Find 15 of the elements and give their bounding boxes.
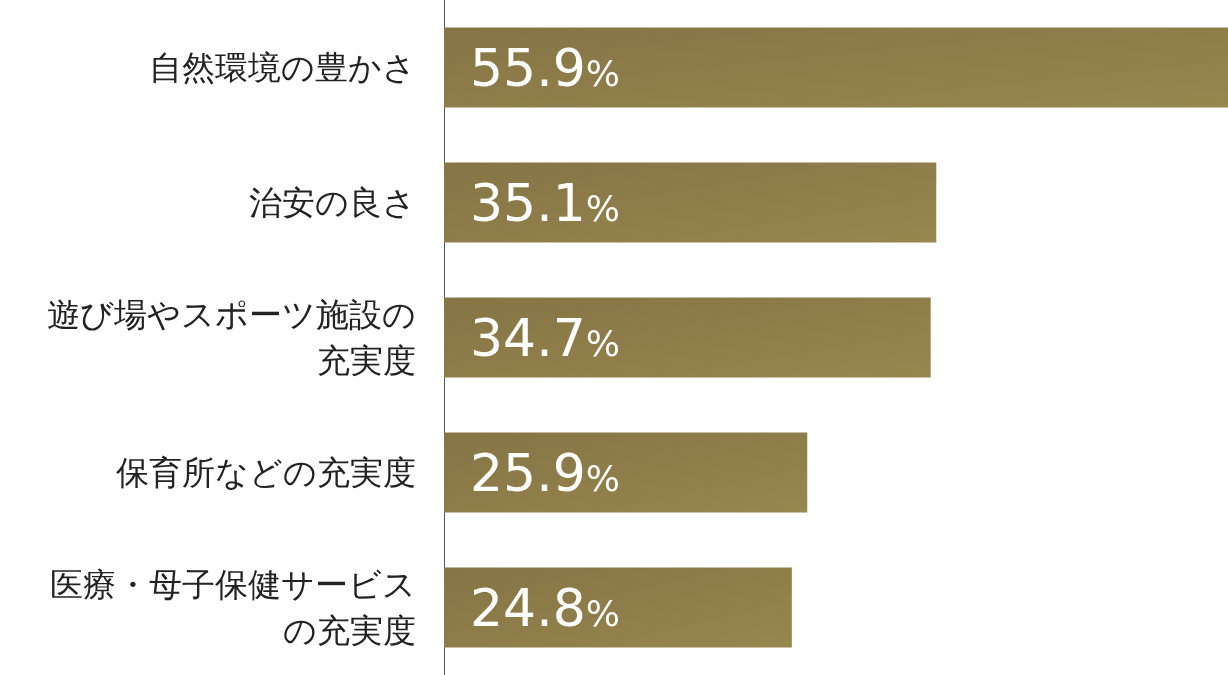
bar xyxy=(444,297,931,378)
y-tick-label: 保育所などの充実度 xyxy=(116,453,416,492)
bar xyxy=(444,162,937,243)
y-tick-label: 遊び場やスポーツ施設の充実度 xyxy=(47,295,416,380)
data-label: 24.8% xyxy=(470,577,620,638)
bar xyxy=(444,27,1228,108)
data-label: 25.9% xyxy=(470,442,620,503)
y-tick-label: 医療・母子保健サービスの充実度 xyxy=(50,565,416,650)
data-label: 55.9% xyxy=(470,37,620,98)
bar xyxy=(444,567,792,648)
data-label: 34.7% xyxy=(470,307,620,368)
y-tick-label: 自然環境の豊かさ xyxy=(149,48,416,87)
y-tick-label: 治安の良さ xyxy=(249,183,416,222)
bar xyxy=(444,432,808,513)
data-label: 35.1% xyxy=(470,172,620,233)
